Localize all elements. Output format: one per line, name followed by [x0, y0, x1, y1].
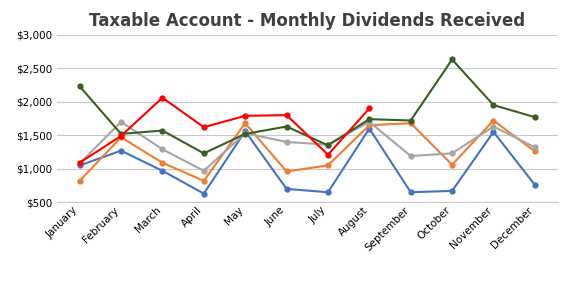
- 2021: [200, 152, 207, 155]
- 2020: [118, 120, 125, 124]
- 2019: [366, 123, 373, 127]
- 2021: [283, 125, 290, 128]
- Line: 2018: 2018: [77, 126, 537, 196]
- 2020: [324, 143, 331, 146]
- 2019: [159, 161, 166, 164]
- 2019: [449, 163, 456, 166]
- Line: 2022: 2022: [77, 95, 372, 165]
- 2022: [324, 153, 331, 156]
- 2021: [490, 103, 497, 107]
- 2020: [76, 162, 83, 165]
- 2018: [159, 169, 166, 173]
- 2018: [324, 190, 331, 194]
- 2022: [366, 107, 373, 110]
- 2021: [449, 58, 456, 61]
- 2018: [118, 149, 125, 152]
- 2021: [366, 117, 373, 121]
- 2019: [531, 150, 538, 153]
- Line: 2020: 2020: [77, 119, 537, 173]
- 2020: [407, 154, 414, 158]
- 2018: [76, 164, 83, 167]
- 2018: [407, 190, 414, 194]
- 2021: [76, 85, 83, 88]
- 2019: [200, 179, 207, 183]
- 2021: [531, 115, 538, 119]
- 2020: [490, 125, 497, 128]
- 2020: [283, 140, 290, 144]
- 2021: [407, 119, 414, 122]
- 2020: [200, 169, 207, 173]
- 2019: [283, 170, 290, 173]
- 2022: [200, 125, 207, 129]
- 2022: [159, 96, 166, 99]
- Title: Taxable Account - Monthly Dividends Received: Taxable Account - Monthly Dividends Rece…: [89, 12, 525, 30]
- 2020: [531, 146, 538, 149]
- 2022: [118, 134, 125, 138]
- 2018: [283, 187, 290, 191]
- 2019: [118, 136, 125, 139]
- 2022: [76, 161, 83, 164]
- 2021: [324, 144, 331, 147]
- 2020: [366, 120, 373, 124]
- 2020: [449, 152, 456, 155]
- 2021: [118, 132, 125, 136]
- 2018: [490, 130, 497, 134]
- 2018: [242, 129, 249, 133]
- 2018: [531, 183, 538, 187]
- Line: 2021: 2021: [77, 57, 537, 156]
- 2019: [76, 179, 83, 183]
- 2018: [366, 127, 373, 130]
- 2019: [242, 121, 249, 125]
- 2019: [490, 119, 497, 122]
- 2022: [242, 114, 249, 118]
- 2020: [159, 148, 166, 151]
- 2018: [449, 189, 456, 193]
- Line: 2019: 2019: [77, 118, 537, 183]
- 2019: [324, 164, 331, 167]
- 2018: [200, 192, 207, 195]
- 2019: [407, 121, 414, 125]
- 2022: [283, 113, 290, 117]
- 2021: [242, 132, 249, 136]
- 2021: [159, 129, 166, 132]
- 2020: [242, 131, 249, 135]
